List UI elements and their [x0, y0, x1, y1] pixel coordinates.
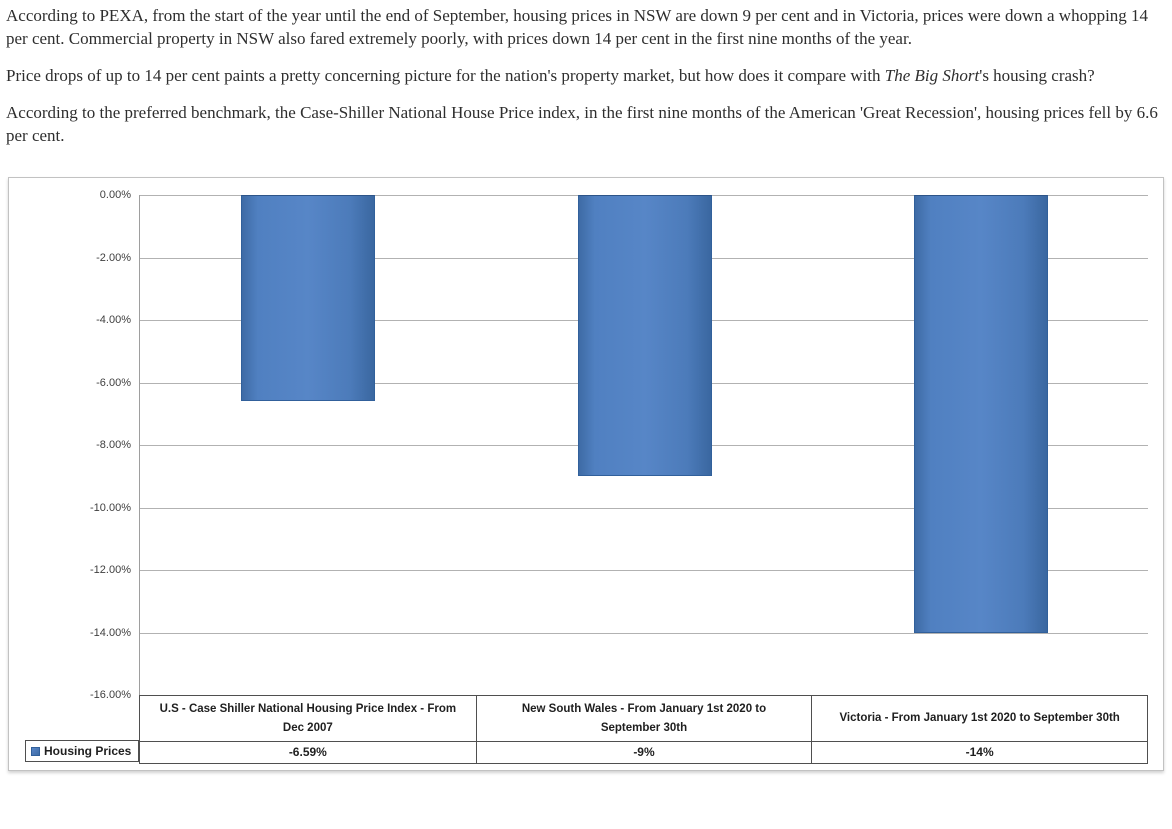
value-label-2: -14%: [811, 741, 1147, 763]
category-value-table: U.S - Case Shiller National Housing Pric…: [139, 695, 1148, 764]
gridline: [140, 507, 1148, 509]
category-label-1: New South Wales - From January 1st 2020 …: [475, 696, 812, 741]
bar-2: [913, 195, 1048, 633]
category-label-0: U.S - Case Shiller National Housing Pric…: [159, 702, 457, 734]
y-tick-label: -14.00%: [90, 626, 131, 639]
paragraph-text: 's housing crash?: [979, 66, 1095, 85]
y-tick-label: -16.00%: [90, 689, 131, 701]
legend: Housing Prices: [25, 740, 139, 762]
movie-title: The Big Short: [884, 66, 980, 85]
legend-label: Housing Prices: [44, 744, 132, 758]
value-label-0: -6.59%: [140, 741, 476, 763]
paragraph-pexa-stats: According to PEXA, from the start of the…: [6, 6, 1149, 48]
y-tick-label: -8.00%: [96, 439, 131, 451]
paragraph-text: Price drops of up to 14 per cent paints …: [6, 66, 885, 85]
paragraph-big-short: Price drops of up to 14 per cent paints …: [6, 64, 1164, 87]
y-tick-label: -2.00%: [96, 251, 131, 264]
y-tick-label: -6.00%: [96, 376, 131, 389]
paragraph-case-shiller: According to the preferred benchmark, th…: [6, 103, 1158, 145]
y-tick-label: -10.00%: [90, 501, 131, 514]
bar-0: [241, 195, 376, 401]
y-tick-label: -4.00%: [96, 314, 131, 326]
gridline: [140, 570, 1148, 571]
article-text: According to PEXA, from the start of the…: [0, 0, 1172, 147]
legend-key-icon: [31, 746, 40, 756]
category-label-2: Victoria - From January 1st 2020 to Sept…: [811, 696, 1147, 741]
plot-area: [139, 195, 1148, 696]
y-tick-label: -12.00%: [90, 564, 131, 576]
gridline: [140, 632, 1148, 634]
bar-1: [577, 195, 712, 477]
y-tick-label: 0.00%: [99, 189, 131, 201]
housing-prices-chart: 0.00% -2.00% -4.00% -6.00% -8.00% -10.00% -12.…: [8, 177, 1164, 771]
value-label-1: -9%: [475, 741, 812, 763]
